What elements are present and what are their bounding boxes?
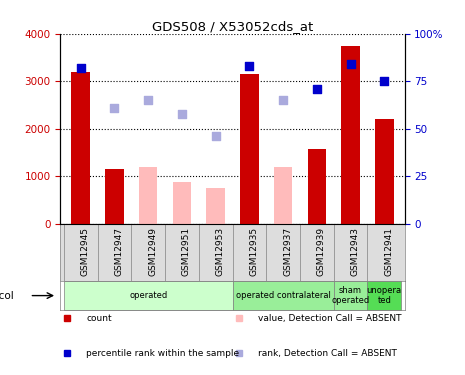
Bar bbox=[64, 281, 232, 310]
Bar bbox=[206, 188, 225, 224]
Text: operated: operated bbox=[129, 291, 167, 300]
Text: GSM12935: GSM12935 bbox=[249, 226, 259, 276]
Bar bbox=[139, 167, 158, 224]
Bar bbox=[240, 74, 259, 224]
Point bbox=[212, 134, 219, 140]
Text: GSM12937: GSM12937 bbox=[283, 226, 292, 276]
Point bbox=[380, 78, 388, 84]
Point bbox=[279, 97, 287, 103]
Point bbox=[178, 111, 186, 117]
Text: rank, Detection Call = ABSENT: rank, Detection Call = ABSENT bbox=[259, 349, 397, 358]
Text: percentile rank within the sample: percentile rank within the sample bbox=[86, 349, 239, 358]
Text: sham
operated: sham operated bbox=[332, 286, 370, 305]
Bar bbox=[375, 119, 393, 224]
Text: operated contralateral: operated contralateral bbox=[236, 291, 331, 300]
Bar bbox=[334, 281, 367, 310]
Text: unopera
ted: unopera ted bbox=[367, 286, 402, 305]
Point bbox=[77, 65, 85, 71]
Text: count: count bbox=[86, 314, 112, 323]
Point bbox=[111, 105, 118, 111]
Text: GSM12939: GSM12939 bbox=[317, 226, 326, 276]
Text: GSM12951: GSM12951 bbox=[182, 226, 191, 276]
Bar bbox=[341, 46, 360, 224]
Text: GSM12941: GSM12941 bbox=[384, 226, 393, 276]
Bar bbox=[274, 167, 292, 224]
Point bbox=[347, 61, 354, 67]
Text: GSM12947: GSM12947 bbox=[114, 226, 123, 276]
Title: GDS508 / X53052cds_at: GDS508 / X53052cds_at bbox=[152, 20, 313, 33]
Bar bbox=[367, 281, 401, 310]
Bar bbox=[173, 182, 191, 224]
Point bbox=[313, 86, 320, 92]
Bar bbox=[105, 169, 124, 224]
Bar bbox=[307, 148, 326, 224]
Bar bbox=[72, 72, 90, 224]
Text: GSM12945: GSM12945 bbox=[81, 226, 90, 276]
Point bbox=[246, 63, 253, 69]
Text: GSM12943: GSM12943 bbox=[351, 226, 359, 276]
Text: GSM12949: GSM12949 bbox=[148, 226, 157, 276]
Text: value, Detection Call = ABSENT: value, Detection Call = ABSENT bbox=[259, 314, 402, 323]
Point bbox=[145, 97, 152, 103]
Text: protocol: protocol bbox=[0, 291, 14, 301]
Text: GSM12953: GSM12953 bbox=[216, 226, 225, 276]
Bar bbox=[232, 281, 334, 310]
